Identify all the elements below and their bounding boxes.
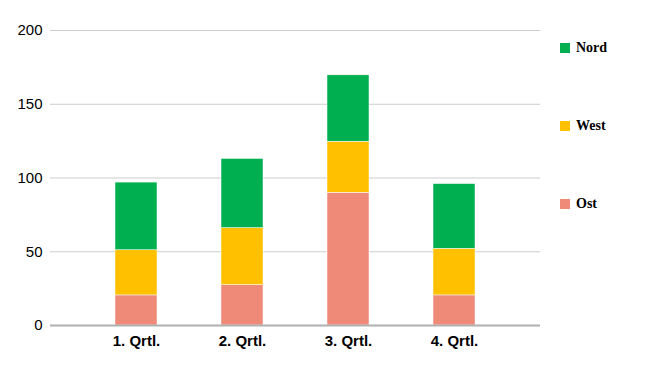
svg-text:2. Qrtl.: 2. Qrtl. (219, 332, 267, 349)
html-text:Nord: Nord (576, 40, 608, 55)
html-text:Ost: Ost (576, 196, 597, 211)
svg-text:100: 100 (17, 169, 42, 186)
html-text:West: West (576, 118, 606, 133)
svg-text:1. Qrtl.: 1. Qrtl. (113, 332, 161, 349)
svg-text:0: 0 (34, 316, 42, 333)
svg-text:150: 150 (17, 95, 42, 112)
svg-text:3. Qrtl.: 3. Qrtl. (325, 332, 373, 349)
svg-text:4. Qrtl.: 4. Qrtl. (431, 332, 479, 349)
svg-text:50: 50 (26, 243, 43, 260)
svg-text:200: 200 (17, 21, 42, 38)
